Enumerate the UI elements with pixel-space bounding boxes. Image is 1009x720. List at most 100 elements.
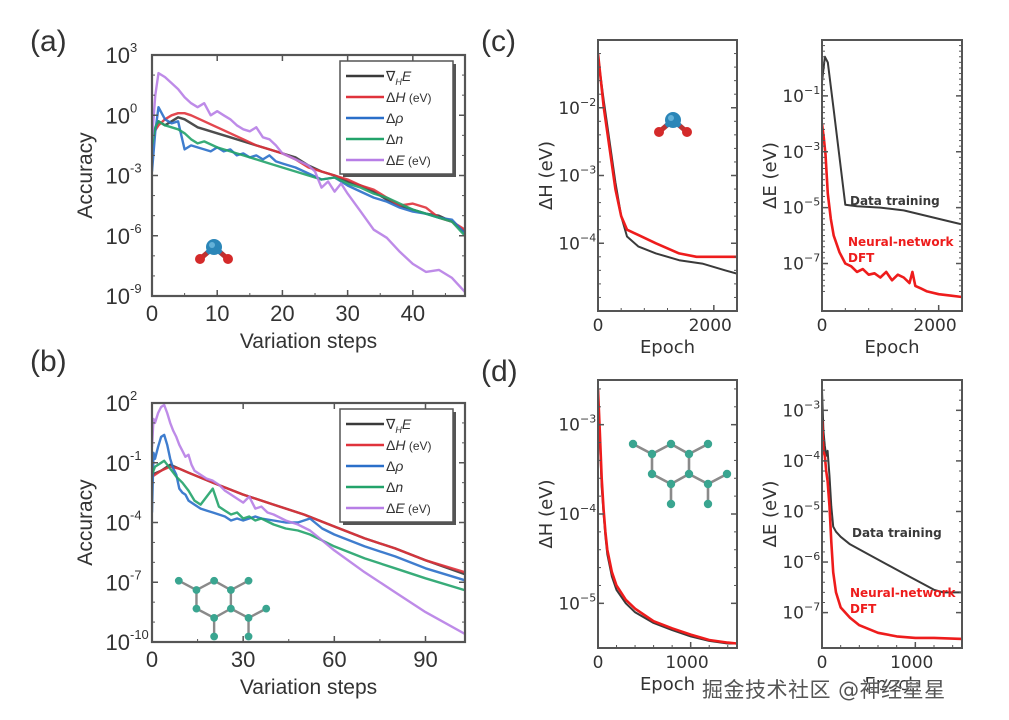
y-tick-exponent: −5 (580, 591, 596, 604)
atom (684, 449, 694, 459)
atom (192, 586, 201, 594)
annotation-dft: DFT (848, 251, 875, 265)
legend-entry: ∇HE (385, 68, 412, 87)
y-tick-label: 10 (782, 502, 804, 522)
y-axis-label: ΔE (eV) (760, 142, 781, 209)
y-tick-label: 10 (106, 570, 130, 595)
annotations: Data training Neural-network DFT (848, 194, 955, 265)
y-axis-label: Accuracy (74, 132, 97, 219)
y-tick-exponent: −5 (804, 499, 820, 512)
x-axis: 0 2000 (817, 305, 963, 336)
y-tick-exponent: −3 (804, 140, 820, 153)
y-tick-exponent: 2 (130, 388, 137, 403)
y-tick-label: 10 (782, 553, 804, 573)
y-tick-exponent: −4 (580, 231, 596, 244)
series-line--e-ev- (152, 403, 465, 636)
atom (174, 576, 183, 585)
y-tick-exponent: −2 (580, 96, 596, 109)
atom (226, 586, 235, 594)
atom (703, 439, 713, 449)
atom (262, 604, 271, 613)
legend-entry: Δn (386, 131, 403, 147)
y-tick-label: 10 (782, 87, 804, 107)
x-axis-label: Variation steps (240, 676, 377, 699)
series-line-data-training (822, 55, 962, 226)
atom (682, 127, 692, 137)
y-axis-label: ΔE (eV) (760, 481, 781, 548)
plot-frame (821, 379, 963, 649)
y-tick-exponent: −7 (804, 252, 820, 265)
x-axis-label: Variation steps (240, 330, 377, 353)
atom (684, 469, 694, 479)
y-tick-label: 10 (782, 255, 804, 275)
panel-label-a: (a) (30, 25, 67, 58)
legend-entry: Δn (386, 479, 403, 495)
legend-entry: ΔH (eV) (386, 89, 432, 105)
y-tick-label: 10 (106, 451, 130, 476)
atom (244, 576, 253, 585)
y-tick-label: 10 (106, 43, 130, 68)
series-group (598, 53, 737, 275)
x-tick-label: 20 (270, 301, 294, 326)
y-tick-exponent: −6 (804, 550, 820, 563)
x-axis-label: Epoch (640, 337, 695, 358)
legend: ∇HE ΔH (eV) Δρ Δn ΔE (eV) (339, 60, 456, 177)
series-line-data-training (598, 56, 737, 275)
series-group (152, 71, 465, 293)
y-tick-label: 10 (782, 143, 804, 163)
x-tick-label: 2000 (689, 316, 732, 336)
atom (647, 469, 657, 479)
series-group (822, 390, 962, 641)
x-tick-label: 1000 (890, 653, 933, 673)
y-tick-exponent: −7 (804, 601, 820, 614)
y-tick-label: 10 (558, 167, 580, 187)
annotation-neural-network: Neural-network (850, 586, 957, 600)
water-molecule-icon (654, 112, 692, 137)
atom (195, 254, 205, 264)
x-tick-label: 60 (322, 647, 346, 672)
y-tick-exponent: -9 (130, 281, 142, 296)
x-tick-label: 0 (593, 653, 604, 673)
annotation-dft: DFT (850, 602, 877, 616)
atom (703, 499, 713, 509)
plot-frame (821, 39, 963, 312)
y-tick-label: 10 (106, 630, 130, 655)
atom (666, 479, 676, 489)
series-line--n (152, 120, 465, 237)
y-tick-label: 10 (782, 452, 804, 472)
x-tick-label: 40 (401, 301, 425, 326)
x-tick-label: 0 (146, 647, 158, 672)
atom (226, 604, 235, 613)
x-axis-label: Epoch (640, 674, 695, 695)
water-molecule-icon (195, 239, 233, 264)
annotation-data-training: Data training (852, 526, 942, 540)
series-line-data-training (822, 390, 962, 594)
x-tick-label: 0 (817, 316, 828, 336)
y-axis-label: Accuracy (74, 479, 97, 566)
legend-entry: ∇HE (385, 416, 412, 435)
x-axis: 0 30 60 90 (146, 403, 438, 672)
atom (703, 479, 713, 489)
atom (722, 469, 732, 479)
x-tick-label: 2000 (913, 316, 956, 336)
y-tick-exponent: -10 (130, 627, 149, 642)
x-axis: 0 10 20 30 40 (146, 55, 446, 326)
atom (654, 127, 664, 137)
atom (210, 576, 219, 585)
y-tick-exponent: −4 (580, 502, 596, 515)
x-tick-label: 30 (335, 301, 359, 326)
watermark: 掘金技术社区 @神经星星 (702, 678, 946, 702)
series-line-neural-network-dft (598, 388, 737, 645)
legend: ∇HE ΔH (eV) Δρ Δn ΔE (eV) (339, 408, 456, 525)
benzene-molecule-icon (174, 576, 271, 641)
x-tick-label: 90 (413, 647, 437, 672)
atom (666, 499, 676, 509)
x-axis-label: Epoch (864, 674, 919, 695)
x-axis: 0 1000 (593, 642, 729, 673)
atom-highlight (668, 115, 674, 121)
atom (244, 614, 253, 622)
atom (244, 632, 253, 641)
legend-entry: Δρ (386, 458, 403, 474)
